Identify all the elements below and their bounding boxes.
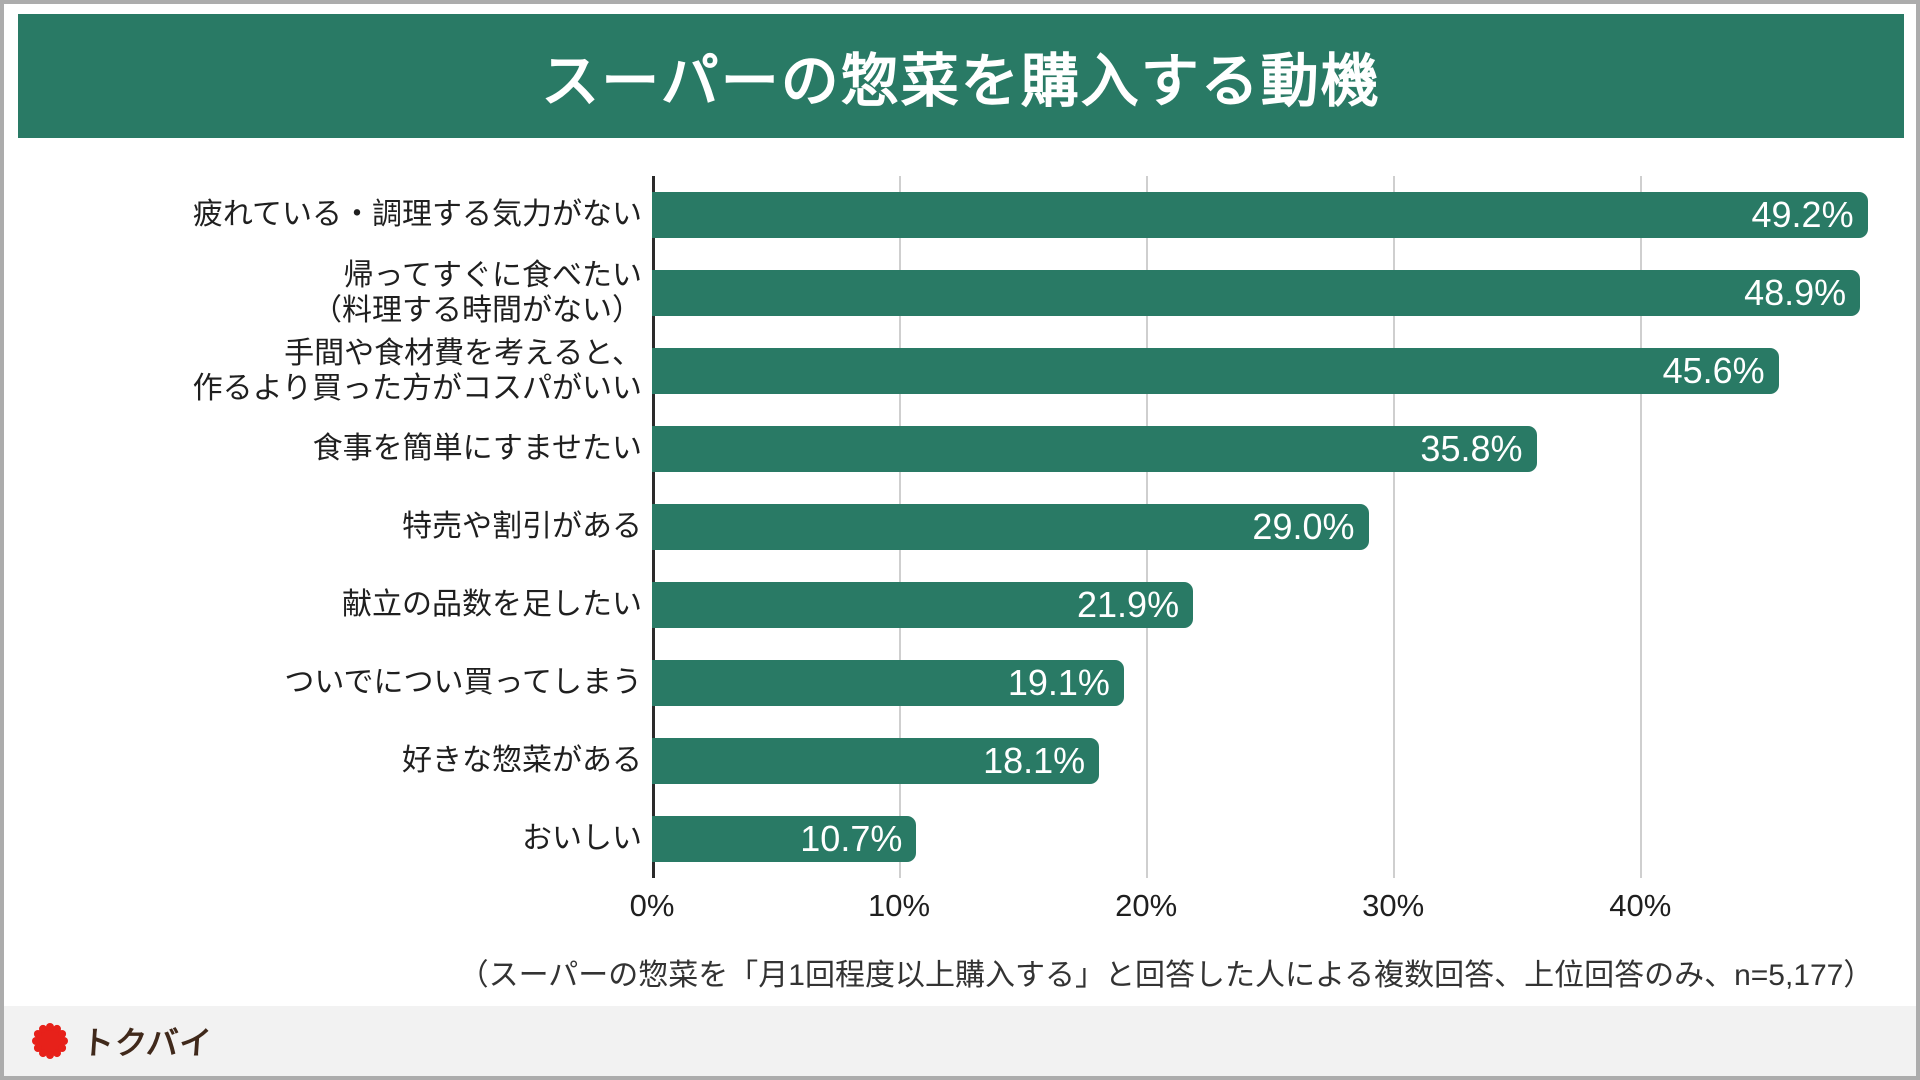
bar-row: 10.7% <box>652 800 1917 878</box>
category-label: 食事を簡単にすませたい <box>312 432 642 466</box>
bar-value-label: 10.7% <box>800 818 903 859</box>
category-label: ついでについ買ってしまう <box>284 666 642 700</box>
bar-value-label: 49.2% <box>1751 194 1854 235</box>
bar-value-label: 48.9% <box>1744 272 1847 313</box>
gridline <box>1393 176 1396 878</box>
bar-row: 19.1% <box>652 644 1917 722</box>
bar-value-label: 21.9% <box>1077 584 1180 625</box>
survey-footnote: （スーパーの惣菜を「月1回程度以上購入する」と回答した人による複数回答、上位回答… <box>458 959 1874 992</box>
bar: 29.0% <box>652 504 1369 550</box>
category-label: 特売や割引がある <box>402 510 642 544</box>
category-label: 献立の品数を足したい <box>342 588 642 622</box>
bar-row: 49.2% <box>652 176 1917 254</box>
title-banner: スーパーの惣菜を購入する動機 <box>18 14 1904 138</box>
category-label: 手間や食材費を考えると、 作るより買った方がコスパがいい <box>192 336 642 405</box>
bar-row: 35.8% <box>652 410 1917 488</box>
category-labels-column: 疲れている・調理する気力がない帰ってすぐに食べたい （料理する時間がない） 手間や食… <box>24 176 642 878</box>
bar: 49.2% <box>652 192 1868 238</box>
bar: 35.8% <box>652 426 1537 472</box>
bars-container: 49.2% 48.9% 45.6% 35.8% 29.0% 21.9% 19.1% 18.1%… <box>652 176 1917 878</box>
gridline <box>1640 176 1643 878</box>
bar: 21.9% <box>652 582 1194 628</box>
plot-area: 49.2% 48.9% 45.6% 35.8% 29.0% 21.9% 19.1% 18.1%… <box>652 176 1917 878</box>
bar-row: 48.9% <box>652 254 1917 332</box>
category-label: 疲れている・調理する気力がない <box>192 198 642 232</box>
footer-bar: トクバイ <box>4 1006 1916 1076</box>
starburst-icon <box>32 1023 68 1059</box>
bar: 19.1% <box>652 660 1124 706</box>
bar: 18.1% <box>652 738 1100 784</box>
page-title: スーパーの惣菜を購入する動機 <box>541 49 1381 114</box>
x-tick-label: 40% <box>1609 888 1672 923</box>
x-tick-label: 30% <box>1362 888 1425 923</box>
category-label: おいしい <box>522 822 642 856</box>
bar-value-label: 19.1% <box>1007 662 1110 703</box>
bar-row: 29.0% <box>652 488 1917 566</box>
bar: 45.6% <box>652 348 1779 394</box>
category-label: 帰ってすぐに食べたい （料理する時間がない） <box>312 258 642 327</box>
bar-value-label: 29.0% <box>1252 506 1355 547</box>
x-tick-label: 10% <box>868 888 931 923</box>
bar-value-label: 18.1% <box>983 740 1086 781</box>
bar-row: 45.6% <box>652 332 1917 410</box>
bar: 10.7% <box>652 816 917 862</box>
bar-row: 18.1% <box>652 722 1917 800</box>
logo-text: トクバイ <box>80 1025 214 1061</box>
bar: 48.9% <box>652 270 1861 316</box>
bar-value-label: 45.6% <box>1662 350 1765 391</box>
tokubai-logo: トクバイ <box>30 1018 214 1064</box>
bar-value-label: 35.8% <box>1420 428 1523 469</box>
category-label: 好きな惣菜がある <box>402 744 642 778</box>
bar-row: 21.9% <box>652 566 1917 644</box>
x-tick-label: 20% <box>1115 888 1178 923</box>
x-tick-label: 0% <box>629 888 675 923</box>
x-axis-ticks: 0% 10% 20% 30% 40% <box>630 888 1917 930</box>
